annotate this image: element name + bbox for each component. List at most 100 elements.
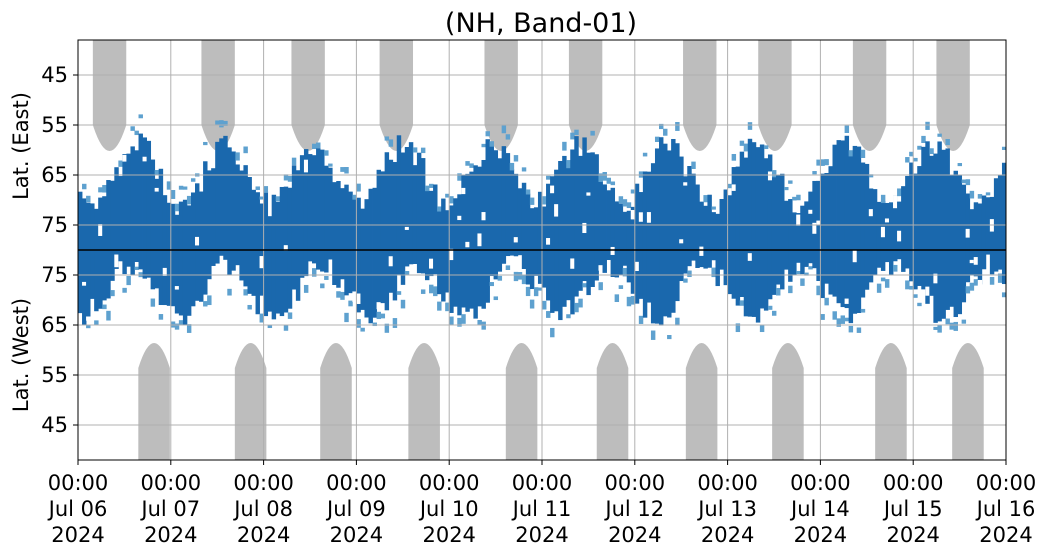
coverage-column: [251, 189, 256, 296]
x-tick-label: Jul 13: [696, 497, 757, 521]
coverage-fringe: [154, 170, 160, 176]
coverage-fringe: [743, 143, 749, 152]
coverage-column: [961, 184, 967, 303]
coverage-column: [489, 145, 494, 277]
x-tick-label: 00:00: [512, 471, 573, 495]
coverage-fringe: [820, 314, 825, 320]
coverage-fringe: [546, 311, 551, 318]
coverage-gap: [570, 258, 575, 269]
coverage-fringe: [190, 178, 196, 182]
coverage-fringe: [909, 285, 914, 290]
coverage-fringe: [178, 185, 184, 190]
coverage-fringe: [747, 122, 753, 130]
coverage-fringe: [937, 133, 942, 137]
coverage-gap: [376, 302, 382, 310]
coverage-fringe: [897, 188, 902, 197]
night-mask-bottom: [685, 343, 718, 460]
coverage-fringe: [110, 290, 115, 297]
coverage-fringe: [392, 318, 398, 328]
coverage-column: [227, 147, 232, 275]
coverage-column: [243, 165, 248, 287]
coverage-column: [566, 164, 571, 301]
coverage-fringe: [437, 206, 442, 212]
coverage-fringe: [118, 160, 123, 167]
coverage-fringe: [485, 131, 490, 137]
coverage-fringe: [961, 179, 967, 184]
coverage-column: [856, 146, 862, 314]
coverage-fringe: [316, 142, 321, 149]
coverage-gap: [880, 226, 886, 238]
coverage-gap: [457, 215, 462, 221]
coverage-column: [667, 150, 672, 318]
coverage-fringe: [969, 282, 975, 291]
x-tick-label: 2024: [422, 523, 475, 547]
coverage-gap: [844, 298, 850, 304]
coverage-fringe: [259, 196, 264, 200]
coverage-column: [735, 166, 741, 306]
coverage-fringe: [630, 189, 636, 194]
coverage-fringe: [400, 299, 406, 309]
coverage-column: [844, 135, 850, 309]
coverage-column: [174, 214, 180, 314]
night-mask-bottom: [505, 343, 538, 460]
coverage-fringe: [929, 148, 934, 155]
coverage-column: [368, 188, 373, 324]
coverage-gap: [767, 171, 773, 181]
coverage-fringe: [771, 170, 777, 178]
coverage-fringe: [324, 276, 329, 280]
x-tick-label: 2024: [701, 523, 754, 547]
coverage-fringe: [207, 295, 212, 306]
coverage-fringe: [219, 120, 224, 128]
x-tick-label: 2024: [886, 523, 939, 547]
coverage-column: [691, 173, 696, 261]
coverage-gap: [404, 226, 410, 230]
coverage-fringe: [650, 330, 656, 340]
coverage-column: [433, 184, 438, 275]
coverage-column: [562, 155, 567, 307]
coverage-fringe: [98, 187, 103, 193]
coverage-fringe: [566, 160, 571, 169]
coverage-fringe: [134, 266, 139, 270]
coverage-column: [509, 169, 515, 256]
coverage-column: [388, 159, 394, 293]
coverage-fringe: [267, 324, 273, 329]
x-tick-label: 00:00: [141, 471, 202, 495]
coverage-fringe: [287, 175, 293, 182]
coverage-fringe: [638, 315, 644, 324]
coverage-fringe: [582, 283, 587, 288]
coverage-column: [659, 137, 664, 326]
coverage-fringe: [130, 126, 135, 131]
coverage-column: [219, 138, 224, 256]
coverage-gap: [162, 267, 168, 276]
coverage-column: [743, 157, 749, 317]
coverage-fringe: [844, 125, 850, 134]
x-tick-label: 00:00: [48, 471, 109, 495]
x-tick-label: Jul 06: [47, 497, 108, 521]
coverage-column: [420, 158, 426, 274]
coverage-column: [699, 201, 704, 268]
coverage-column: [755, 147, 761, 323]
coverage-column: [199, 191, 204, 302]
x-tick-label: 2024: [330, 523, 383, 547]
coverage-column: [497, 158, 503, 272]
coverage-fringe: [344, 312, 349, 323]
coverage-column: [804, 201, 809, 267]
coverage-column: [941, 149, 946, 319]
coverage-fringe: [949, 322, 954, 330]
coverage-column: [654, 148, 660, 324]
y-tick-label: 65: [41, 163, 68, 187]
coverage-fringe: [566, 314, 571, 319]
coverage-column: [134, 150, 139, 263]
coverage-gap: [122, 155, 127, 162]
coverage-gap: [638, 212, 644, 222]
plot-area: [77, 39, 1007, 461]
coverage-column: [98, 197, 103, 309]
coverage-fringe: [989, 276, 995, 285]
coverage-fringe: [848, 150, 854, 157]
coverage-gap: [969, 259, 975, 264]
coverage-column: [884, 202, 890, 263]
coverage-fringe: [86, 324, 91, 329]
coverage-fringe: [860, 149, 866, 159]
coverage-column: [364, 199, 369, 318]
coverage-column: [695, 184, 700, 268]
